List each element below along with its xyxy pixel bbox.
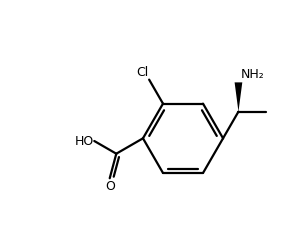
Text: Cl: Cl [136, 66, 148, 79]
Text: HO: HO [74, 134, 94, 148]
Text: NH₂: NH₂ [241, 68, 265, 81]
Polygon shape [235, 82, 242, 112]
Text: O: O [106, 180, 116, 193]
